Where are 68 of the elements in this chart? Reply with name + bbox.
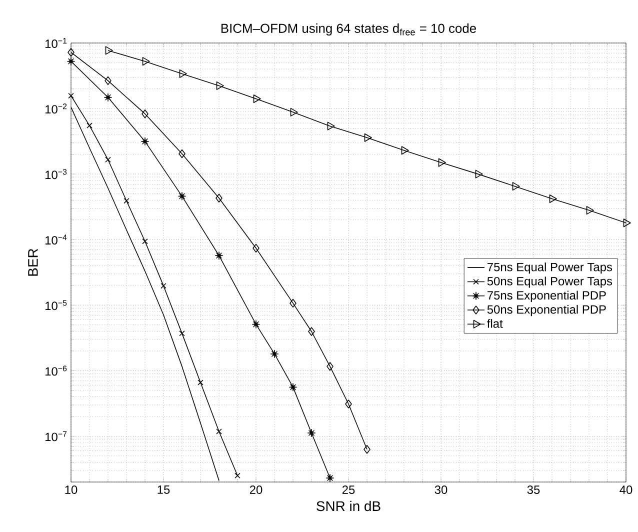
legend-label: 75ns Equal Power Taps [488, 262, 612, 274]
point [345, 400, 352, 408]
point [68, 48, 74, 57]
point [364, 444, 370, 454]
point [142, 238, 148, 244]
point [307, 428, 316, 438]
point [234, 472, 240, 479]
point [401, 146, 409, 155]
point [160, 282, 166, 289]
point [327, 122, 335, 130]
point [270, 350, 279, 358]
y-tick-label: 10$^{−5}$ [46, 300, 67, 310]
point [104, 93, 112, 102]
point [252, 244, 260, 253]
point [179, 330, 185, 336]
x-axis-title: SNR in dB [316, 500, 380, 512]
legend-label: flat [487, 319, 503, 328]
legend-label: 50ns Exponential PDP [487, 304, 606, 316]
point [216, 194, 222, 202]
y-tick-label: 10$^{−3}$ [46, 169, 67, 180]
x-tick-label: 35 [527, 486, 540, 494]
point [252, 320, 260, 328]
y-axis-title: BER [28, 248, 38, 276]
point [438, 158, 446, 167]
x-tick-label: 40 [620, 486, 632, 494]
y-tick-label: 10$^{−7}$ [46, 431, 67, 442]
point [140, 137, 150, 146]
point [178, 192, 186, 200]
point [586, 206, 594, 215]
point [549, 194, 557, 204]
point [142, 57, 150, 66]
y-tick-label: 10$^{−6}$ [46, 366, 67, 376]
y-tick-label: 10$^{−4}$ [46, 234, 67, 245]
point [308, 327, 315, 336]
point [512, 182, 520, 191]
point [104, 76, 112, 86]
x-tick-label: 30 [434, 486, 448, 494]
legend-label: 50ns Equal Power Taps [487, 276, 612, 288]
point [86, 122, 92, 128]
point [124, 198, 130, 204]
point [623, 218, 631, 228]
point [179, 69, 187, 78]
x-tick-label: 10 [65, 486, 78, 494]
legend-label: 75ns Exponential PDP [488, 290, 606, 302]
y-tick-label: 10$^{−1}$ [46, 38, 67, 48]
point [364, 133, 372, 142]
point [253, 94, 261, 104]
x-tick-label: 15 [158, 486, 170, 494]
point [288, 382, 298, 392]
point [216, 428, 222, 434]
point [290, 298, 296, 308]
point [68, 92, 74, 99]
point [290, 108, 298, 116]
x-tick-label: 20 [250, 486, 262, 494]
point [105, 156, 111, 163]
point [105, 46, 113, 55]
point [66, 57, 76, 66]
point [214, 251, 224, 260]
point [326, 362, 334, 371]
point [326, 474, 334, 482]
chart-title: BICM–OFDM using 64 states d$_{free}$ = 10 code [221, 23, 476, 36]
y-tick-label: 10$^{−2}$ [46, 104, 67, 114]
point [475, 170, 483, 178]
point [142, 109, 148, 118]
x-tick-label: 25 [342, 486, 355, 494]
point [216, 81, 224, 90]
point [178, 149, 186, 158]
point [198, 380, 204, 386]
